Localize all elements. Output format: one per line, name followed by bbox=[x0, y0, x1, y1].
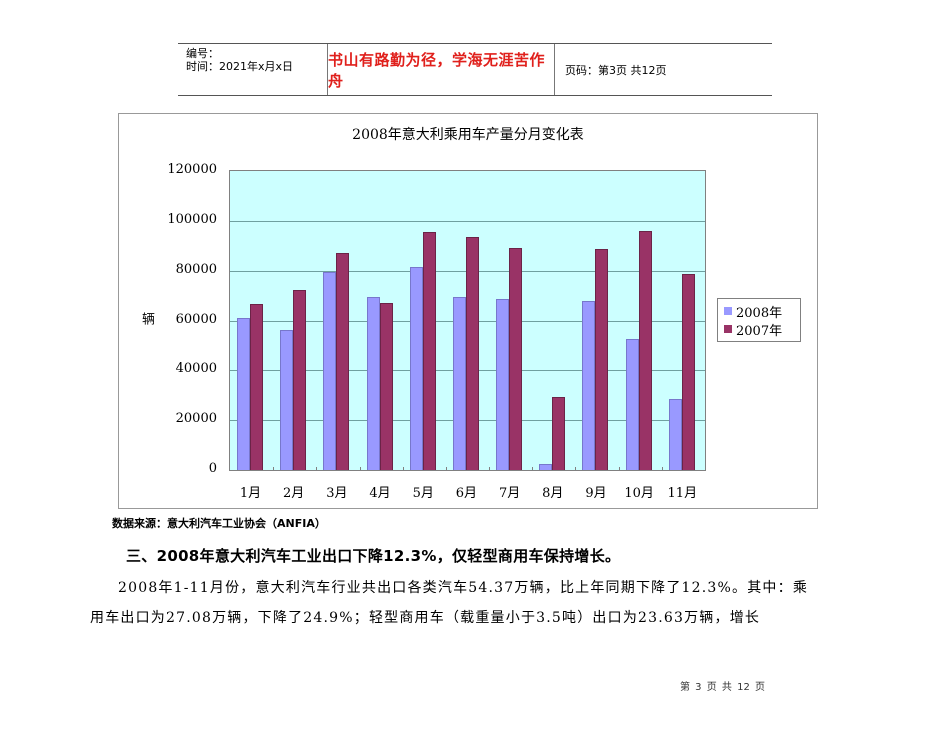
bar-2007 bbox=[552, 396, 566, 470]
y-tick-label: 80000 bbox=[175, 261, 217, 277]
legend-label-2008: 2008年 bbox=[736, 305, 783, 321]
bar-2008 bbox=[625, 338, 639, 470]
chart-title: 2008年意大利乘用车产量分月变化表 bbox=[352, 127, 584, 143]
x-tick-mark bbox=[359, 467, 361, 471]
bar-2007 bbox=[465, 236, 479, 470]
x-tick-mark bbox=[273, 467, 275, 471]
x-tick-mark bbox=[575, 467, 577, 471]
x-tick-label: 4月 bbox=[369, 486, 391, 501]
x-tick-mark bbox=[532, 467, 534, 471]
x-tick-label: 9月 bbox=[585, 486, 607, 501]
x-tick-mark bbox=[661, 467, 663, 471]
x-tick-label: 7月 bbox=[498, 486, 521, 501]
bar-2007 bbox=[595, 248, 609, 470]
paragraph-line-1: 2008年1-11月份，意大利汽车行业共出口各类汽车54.37万辆，比上年同期下… bbox=[118, 580, 809, 596]
bar-2007 bbox=[681, 274, 695, 470]
bar-2007 bbox=[422, 231, 436, 470]
bar-2008 bbox=[582, 301, 596, 470]
bar-2008 bbox=[668, 398, 682, 470]
x-tick-label: 10月 bbox=[624, 486, 654, 501]
bar-2008 bbox=[280, 330, 294, 470]
x-tick-mark bbox=[618, 467, 620, 471]
time-label: 时间：2021年x月x日 bbox=[186, 60, 294, 73]
section-heading: 三、2008年意大利汽车工业出口下降12.3%，仅轻型商用车保持增长。 bbox=[126, 547, 621, 565]
x-tick-label: 6月 bbox=[455, 486, 478, 501]
y-axis-label: 辆 bbox=[139, 312, 154, 325]
legend-swatch-2007 bbox=[724, 325, 732, 333]
x-tick-mark bbox=[402, 467, 404, 471]
bar-2008 bbox=[496, 299, 510, 470]
header-meta: 编号： 时间：2021年x月x日 bbox=[178, 44, 328, 95]
legend-item-2008: 2008年 bbox=[724, 302, 800, 321]
bar-2007 bbox=[638, 230, 652, 470]
page-footer: 第 3 页 共 12 页 bbox=[680, 682, 765, 693]
x-tick-label: 3月 bbox=[326, 486, 348, 501]
number-label: 编号： bbox=[186, 47, 219, 60]
y-tick-label: 120000 bbox=[167, 162, 217, 177]
x-tick-label: 1月 bbox=[239, 486, 262, 501]
chart-legend: 2008年 2007年 bbox=[717, 298, 801, 342]
bar-2007 bbox=[250, 303, 263, 470]
data-source: 数据来源：意大利汽车工业协会（ANFIA） bbox=[112, 517, 326, 530]
x-tick-label: 11月 bbox=[667, 486, 698, 501]
bar-2008 bbox=[323, 271, 337, 470]
paragraph-line-2: 用车出口为27.08万辆，下降了24.9%；轻型商用车（载重量小于3.5吨）出口… bbox=[90, 610, 761, 626]
bar-2007 bbox=[336, 252, 350, 470]
x-tick-mark bbox=[489, 467, 491, 471]
y-tick-label: 60000 bbox=[175, 311, 217, 327]
legend-swatch-2008 bbox=[724, 307, 732, 315]
legend-label-2007: 2007年 bbox=[736, 323, 783, 339]
x-tick-mark bbox=[316, 467, 318, 471]
x-tick-mark bbox=[445, 467, 447, 471]
bar-2007 bbox=[379, 302, 393, 470]
bar-2008 bbox=[409, 266, 423, 470]
bar-2008 bbox=[366, 296, 380, 470]
legend-item-2007: 2007年 bbox=[724, 320, 800, 339]
plot-area bbox=[229, 170, 706, 471]
bar-2008 bbox=[539, 464, 553, 470]
y-tick-label: 0 bbox=[208, 461, 217, 476]
x-tick-label: 2月 bbox=[283, 486, 305, 501]
bar-2008 bbox=[237, 317, 250, 470]
document-header: 编号： 时间：2021年x月x日 书山有路勤为径，学海无涯苦作舟 页码：第3页 … bbox=[178, 43, 772, 96]
x-tick-label: 8月 bbox=[542, 486, 564, 501]
y-tick-label: 20000 bbox=[175, 411, 217, 427]
bar-2007 bbox=[509, 247, 523, 470]
y-tick-label: 40000 bbox=[175, 361, 217, 377]
header-motto: 书山有路勤为径，学海无涯苦作舟 bbox=[328, 44, 555, 95]
gridline bbox=[230, 220, 705, 222]
y-tick-label: 100000 bbox=[167, 211, 217, 227]
bar-2007 bbox=[293, 289, 307, 470]
bar-2008 bbox=[452, 296, 466, 470]
x-tick-label: 5月 bbox=[412, 486, 434, 501]
header-page-info: 页码：第3页 共12页 bbox=[565, 63, 667, 77]
